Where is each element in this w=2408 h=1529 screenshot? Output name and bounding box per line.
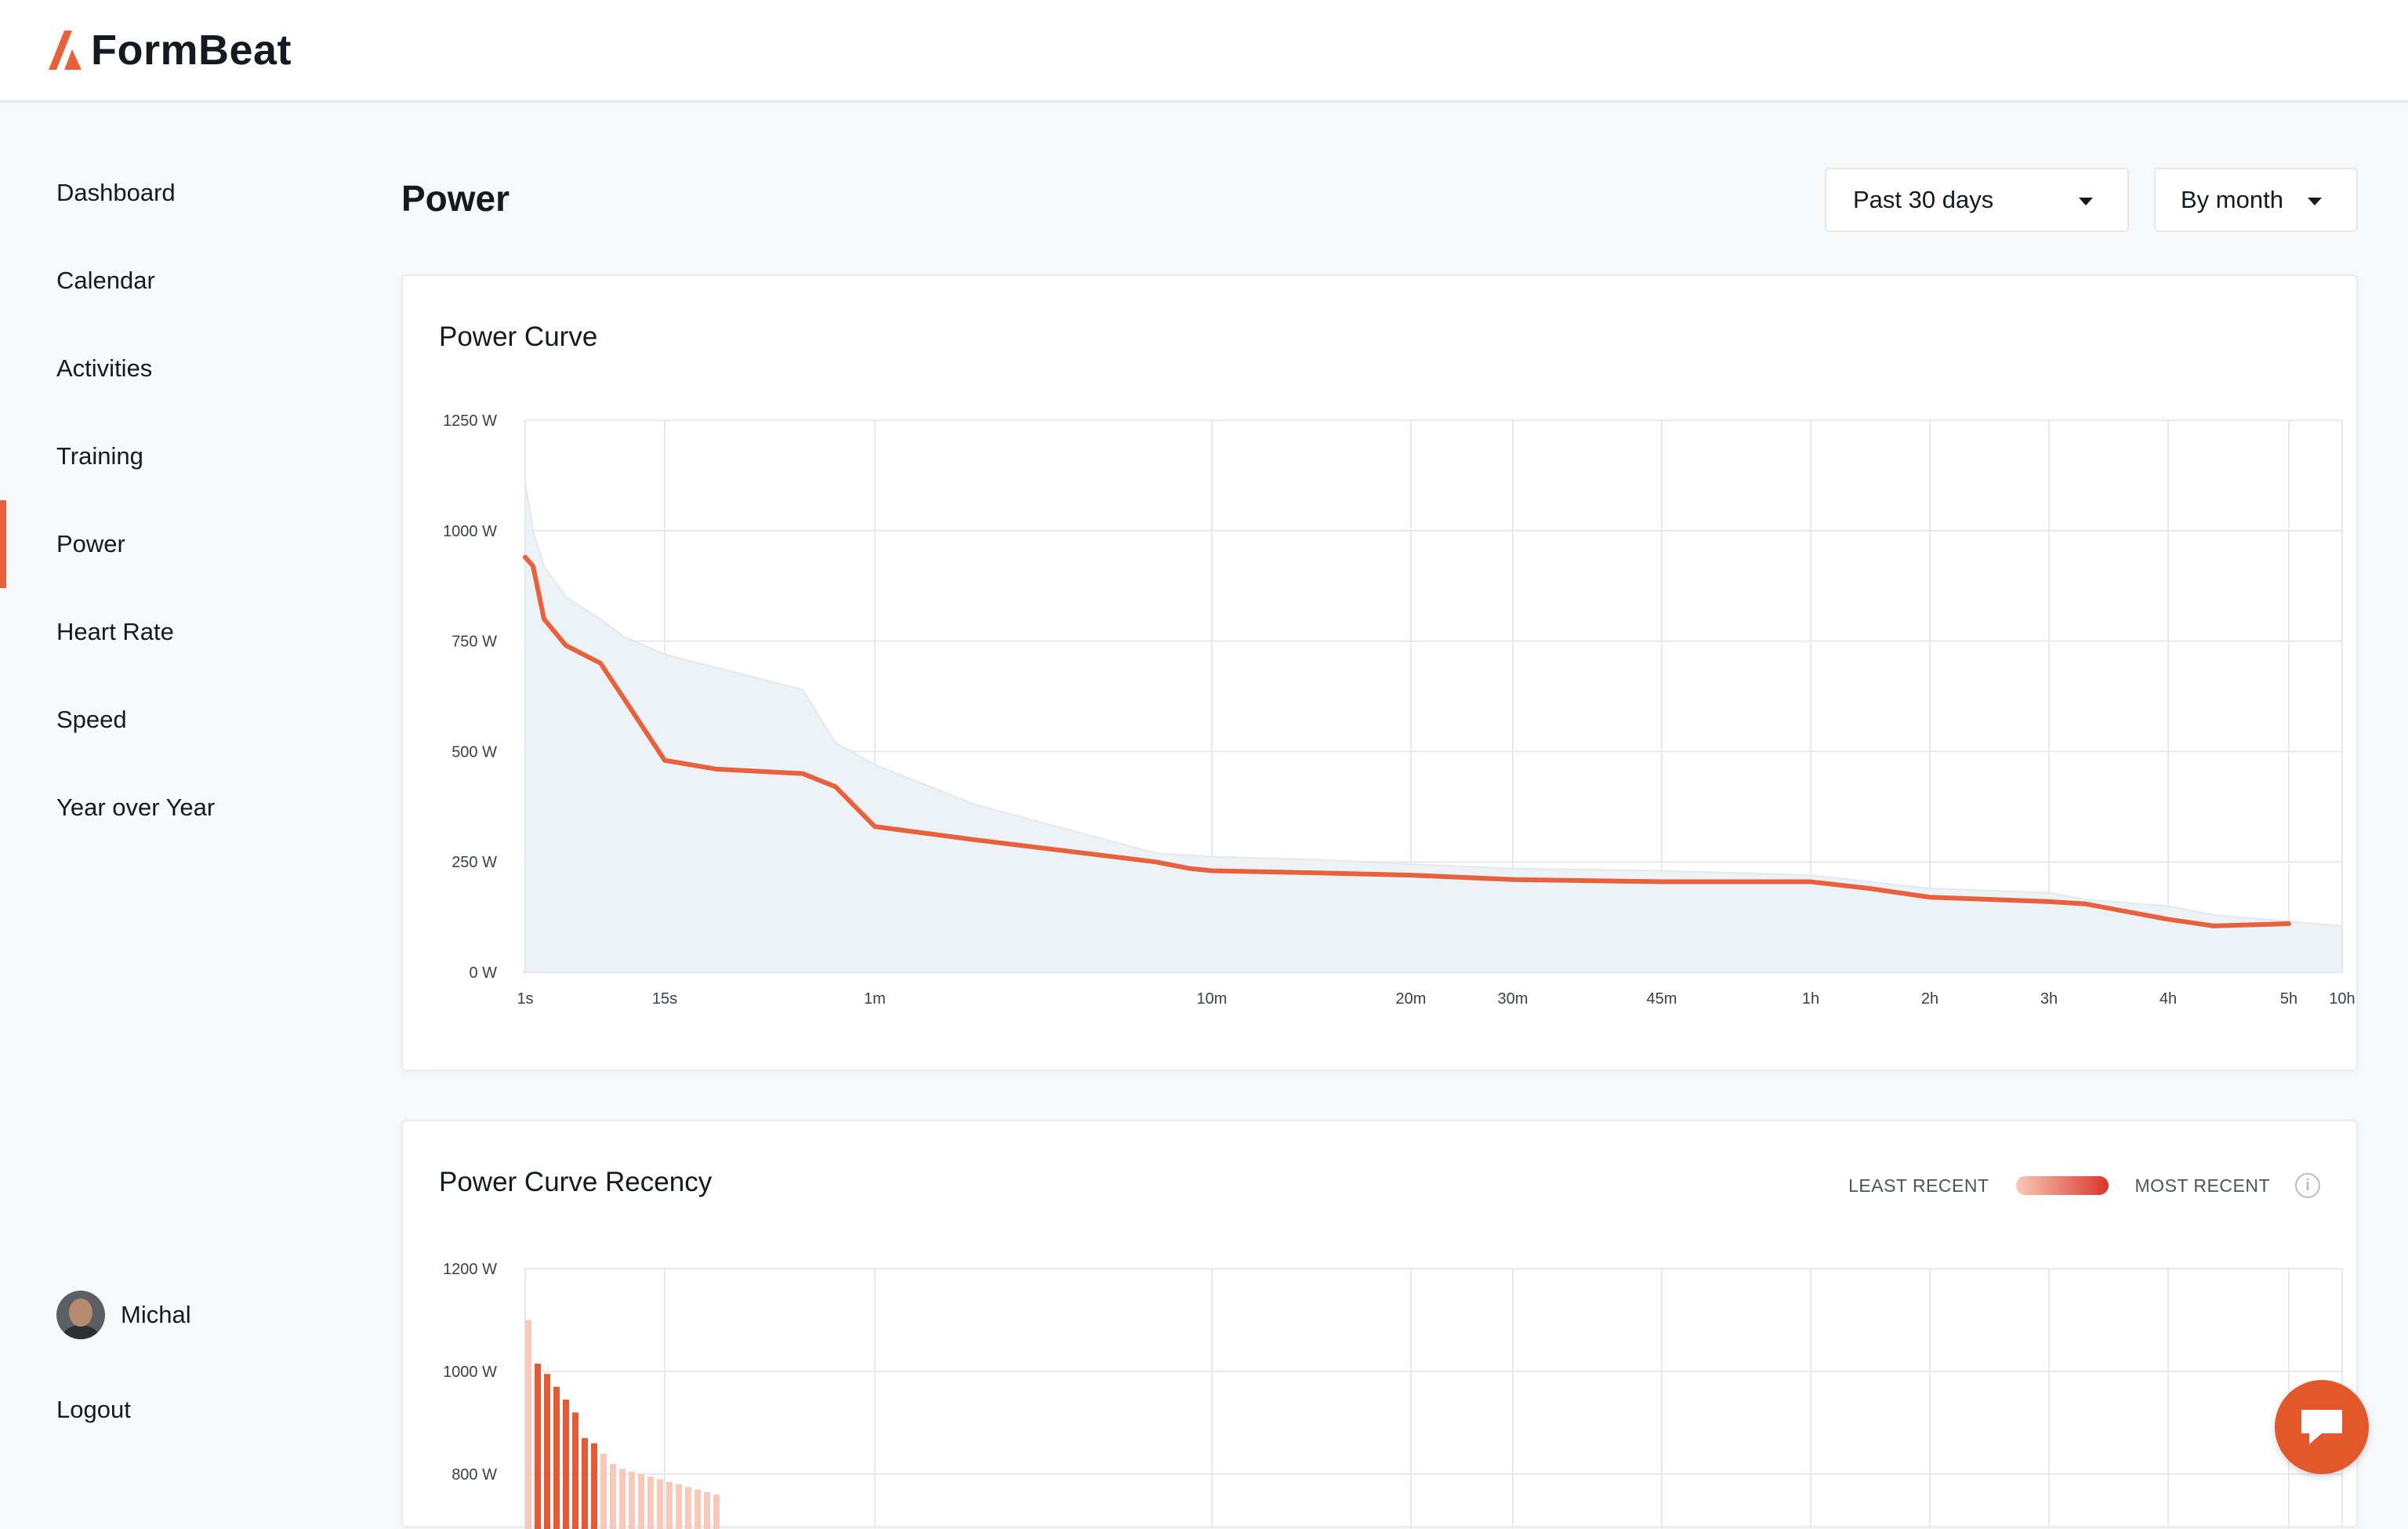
x-tick-label: 3h	[2040, 990, 2058, 1008]
app-logo[interactable]: FormBeat	[49, 27, 292, 74]
x-tick-label: 1s	[517, 990, 533, 1008]
sidebar-item-label: Power	[56, 530, 125, 558]
x-tick-label: 5h	[2280, 990, 2297, 1008]
chat-bubble-icon	[2298, 1407, 2345, 1447]
sidebar-item-power[interactable]: Power	[0, 500, 345, 588]
x-tick-label: 4h	[2160, 990, 2177, 1008]
x-tick-label: 1h	[1802, 990, 1819, 1008]
sidebar-item-label: Year over Year	[56, 794, 215, 822]
power-curve-svg: 0 W 250 W 500 W 750 W 1000 W 1250 W 1s 15s 1m 10m…	[403, 276, 2356, 1070]
recency-bar	[619, 1469, 626, 1529]
x-tick-label: 2h	[1921, 990, 1938, 1008]
formbeat-logo-icon	[49, 31, 82, 70]
x-tick-label: 10m	[1197, 990, 1228, 1008]
y-tick-label: 1200 W	[443, 1261, 497, 1278]
x-tick-label: 20m	[1396, 990, 1427, 1008]
sidebar-item-label: Training	[56, 442, 143, 470]
recency-bar	[572, 1412, 578, 1529]
power-curve-recency-card: Power Curve Recency LEAST RECENT MOST RE…	[401, 1120, 2358, 1527]
x-tick-label: 45m	[1647, 990, 1677, 1008]
date-range-select[interactable]: Past 30 days	[1825, 168, 2129, 232]
y-tick-label: 0 W	[469, 964, 497, 982]
recency-bar	[582, 1438, 588, 1529]
y-tick-label: 1000 W	[443, 523, 497, 540]
group-by-value: By month	[2181, 186, 2283, 214]
page-title: Power	[401, 177, 510, 220]
chevron-down-icon	[2308, 198, 2322, 205]
recency-bar	[657, 1480, 663, 1529]
recency-bar	[563, 1400, 569, 1529]
recency-bar	[694, 1490, 701, 1529]
user-name: Michal	[121, 1301, 191, 1329]
sidebar-item-label: Activities	[56, 354, 152, 383]
top-bar: FormBeat	[0, 0, 2408, 102]
sidebar-item-dashboard[interactable]: Dashboard	[0, 149, 345, 237]
y-tick-label: 750 W	[452, 634, 497, 651]
recency-bar	[553, 1387, 560, 1529]
sidebar-item-label: Heart Rate	[56, 618, 174, 646]
sidebar-item-label: Calendar	[56, 267, 155, 295]
chat-button[interactable]	[2275, 1380, 2369, 1474]
sidebar-item-label: Speed	[56, 706, 127, 734]
recency-bar	[685, 1487, 691, 1529]
sidebar-item-training[interactable]: Training	[0, 412, 345, 500]
recency-bar	[610, 1464, 616, 1529]
y-tick-label: 1000 W	[443, 1364, 497, 1381]
avatar	[56, 1291, 105, 1339]
recency-bar	[525, 1320, 531, 1529]
power-curve-recency-svg: 800 W 1000 W 1200 W	[403, 1121, 2356, 1529]
sidebar-item-calendar[interactable]: Calendar	[0, 237, 345, 325]
date-range-value: Past 30 days	[1853, 186, 1993, 214]
recency-bar	[535, 1364, 541, 1529]
recency-bar	[591, 1444, 597, 1529]
recency-bar	[638, 1474, 644, 1529]
x-tick-label: 30m	[1498, 990, 1529, 1008]
logout-link[interactable]: Logout	[56, 1396, 131, 1424]
y-tick-label: 800 W	[452, 1466, 497, 1484]
sidebar-item-year-over-year[interactable]: Year over Year	[0, 764, 345, 852]
x-tick-label: 15s	[652, 990, 677, 1008]
sidebar-item-heart-rate[interactable]: Heart Rate	[0, 588, 345, 676]
sidebar-item-label: Dashboard	[56, 179, 176, 207]
x-tick-label: 10h	[2329, 990, 2355, 1008]
user-profile[interactable]: Michal	[56, 1291, 191, 1339]
recency-bar	[600, 1454, 607, 1529]
recency-bar	[544, 1374, 550, 1529]
recency-bar	[713, 1494, 720, 1529]
recency-bar	[629, 1472, 635, 1529]
chevron-down-icon	[2079, 198, 2093, 205]
best-power-area	[525, 482, 2342, 972]
y-tick-label: 500 W	[452, 743, 497, 761]
recency-bar	[704, 1492, 710, 1529]
recency-bar	[647, 1476, 654, 1529]
sidebar-item-speed[interactable]: Speed	[0, 676, 345, 764]
y-tick-label: 1250 W	[443, 412, 497, 430]
app-name: FormBeat	[91, 26, 292, 74]
recency-bar	[676, 1484, 682, 1529]
x-tick-label: 1m	[864, 990, 886, 1008]
y-tick-label: 250 W	[452, 854, 497, 871]
sidebar-item-activities[interactable]: Activities	[0, 325, 345, 412]
group-by-select[interactable]: By month	[2154, 168, 2358, 232]
